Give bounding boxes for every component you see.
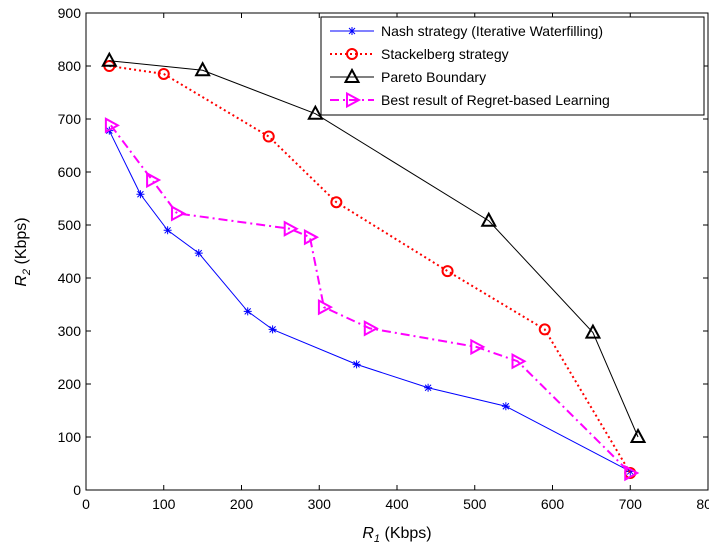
x-tick-label: 300 bbox=[308, 496, 332, 512]
x-tick-label: 500 bbox=[463, 496, 487, 512]
legend-label-nash: Nash strategy (Iterative Waterfilling) bbox=[381, 23, 603, 39]
data-point-pareto bbox=[307, 104, 324, 120]
x-tick-label: 0 bbox=[82, 496, 90, 512]
axis-ticks: 0 100 200 300 400 500 600 700 800 0 100 200 300 400 50… bbox=[58, 5, 709, 512]
legend-label-pareto: Pareto Boundary bbox=[381, 69, 486, 85]
y-tick-label: 300 bbox=[58, 323, 82, 339]
y-tick-label: 800 bbox=[58, 58, 82, 74]
legend-marker-stackelberg bbox=[346, 48, 358, 60]
data-point-nash bbox=[136, 190, 145, 199]
y-axis-label: R2 (Kbps) bbox=[13, 217, 33, 286]
data-point-nash bbox=[243, 307, 252, 316]
legend-marker-pareto bbox=[343, 67, 361, 83]
x-tick-label: 200 bbox=[230, 496, 254, 512]
data-point-regret bbox=[363, 320, 379, 337]
legend: Nash strategy (Iterative Waterfilling) S… bbox=[320, 16, 705, 116]
data-point-nash bbox=[163, 226, 172, 235]
legend-marker-regret bbox=[346, 91, 362, 109]
y-axis-label-unit: (Kbps) bbox=[13, 217, 30, 269]
y-tick-label: 600 bbox=[58, 164, 82, 180]
data-point-nash bbox=[501, 402, 510, 411]
y-axis-label-main: R bbox=[13, 275, 30, 287]
data-point-stackelberg bbox=[538, 323, 551, 336]
series-line-pareto bbox=[109, 60, 639, 438]
x-tick-label: 600 bbox=[541, 496, 565, 512]
legend-label-stackelberg: Stackelberg strategy bbox=[381, 46, 509, 62]
y-axis-label-sub: 2 bbox=[21, 269, 33, 276]
series-line-stackelberg bbox=[109, 65, 632, 474]
series-layer bbox=[101, 51, 647, 482]
legend-label-regret: Best result of Regret-based Learning bbox=[381, 92, 610, 108]
data-point-regret bbox=[624, 464, 640, 482]
data-point-pareto bbox=[629, 427, 647, 443]
series-line-nash bbox=[108, 130, 631, 472]
data-point-regret bbox=[283, 220, 299, 237]
data-point-pareto bbox=[101, 51, 118, 67]
legend-box bbox=[320, 16, 705, 116]
x-tick-label: 100 bbox=[152, 496, 176, 512]
x-tick-label: 800 bbox=[696, 496, 709, 512]
data-point-stackelberg bbox=[157, 67, 170, 80]
data-point-regret bbox=[104, 117, 120, 134]
data-point-pareto bbox=[480, 211, 497, 227]
data-point-regret bbox=[511, 353, 527, 370]
data-point-regret bbox=[146, 171, 162, 189]
data-point-pareto bbox=[584, 323, 602, 339]
legend-samples bbox=[330, 27, 374, 109]
y-tick-label: 400 bbox=[58, 270, 82, 286]
legend-marker-nash bbox=[348, 27, 356, 35]
x-tick-label: 700 bbox=[619, 496, 643, 512]
data-point-nash bbox=[268, 325, 277, 334]
data-point-nash bbox=[424, 383, 433, 392]
data-point-stackelberg bbox=[441, 265, 454, 278]
x-axis-label-sub: 1 bbox=[374, 533, 380, 545]
data-point-stackelberg bbox=[262, 130, 275, 143]
y-tick-label: 900 bbox=[58, 5, 82, 21]
y-tick-label: 700 bbox=[58, 111, 82, 127]
x-axis-label: R1 (Kbps) bbox=[362, 525, 431, 545]
data-point-nash bbox=[194, 249, 203, 258]
data-point-regret bbox=[317, 298, 334, 316]
y-tick-label: 500 bbox=[58, 217, 82, 233]
data-point-stackelberg bbox=[330, 196, 343, 209]
y-tick-label: 0 bbox=[73, 482, 81, 498]
x-tick-label: 400 bbox=[385, 496, 409, 512]
data-point-pareto bbox=[194, 61, 211, 77]
data-point-nash bbox=[352, 360, 361, 369]
series-line-regret bbox=[110, 124, 631, 474]
data-point-regret bbox=[470, 338, 486, 356]
x-axis-label-main: R bbox=[362, 525, 374, 542]
data-point-regret bbox=[170, 205, 187, 222]
data-point-regret bbox=[303, 229, 320, 246]
y-tick-label: 100 bbox=[58, 429, 82, 445]
y-tick-label: 200 bbox=[58, 376, 82, 392]
x-axis-label-unit: (Kbps) bbox=[380, 525, 432, 542]
